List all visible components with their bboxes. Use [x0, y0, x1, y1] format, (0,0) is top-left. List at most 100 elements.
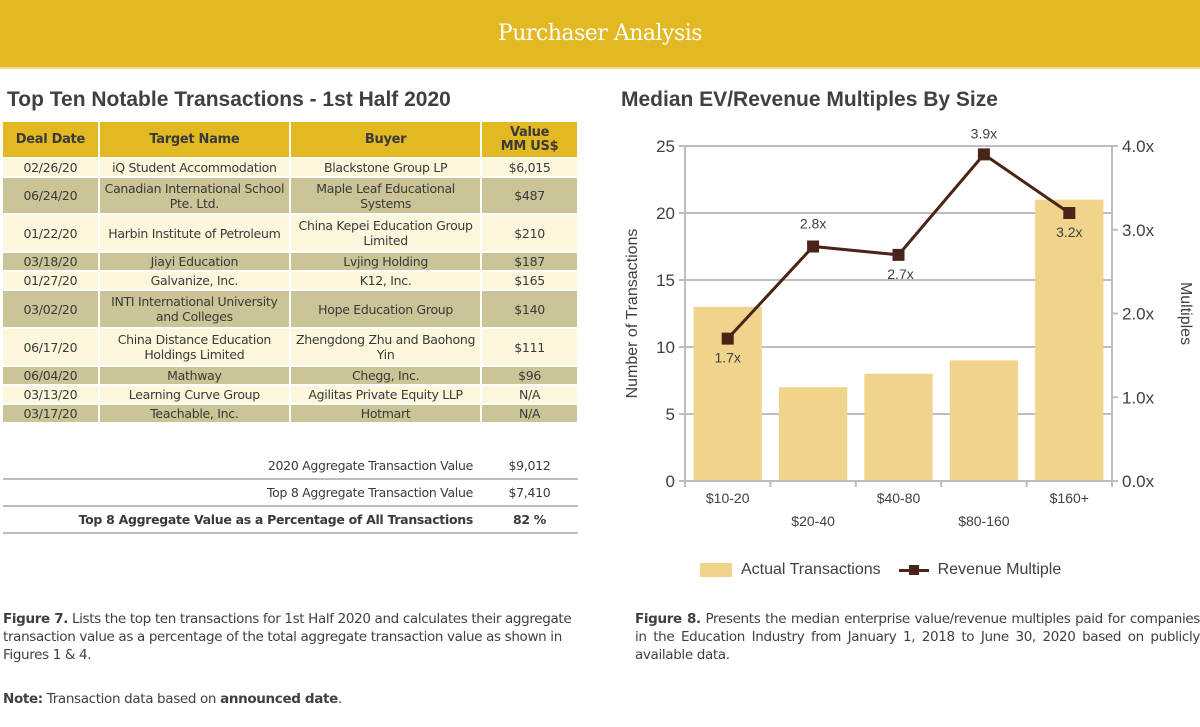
y-tick-label: 5 — [666, 405, 675, 424]
summary-value: $9,012 — [508, 458, 551, 473]
header-target-name: Target Name — [99, 122, 290, 157]
cell-value: $96 — [482, 367, 577, 384]
cell-buyer: Zhengdong Zhu and Baohong Yin — [291, 329, 481, 365]
bar-2 — [864, 373, 933, 481]
line-marker-3 — [977, 148, 990, 161]
y-tick-label: 15 — [656, 271, 675, 290]
data-label: 2.7x — [887, 266, 913, 282]
x-tick-label: $20-40 — [791, 513, 835, 529]
cell-deal-date: 03/02/20 — [3, 291, 98, 327]
cell-buyer: Hotmart — [291, 405, 481, 422]
note-caption: Note: Transaction data based on announce… — [3, 690, 583, 708]
x-tick-label: $10-20 — [706, 490, 750, 506]
cell-value: $6,015 — [482, 159, 577, 176]
figure-8-text: Presents the median enterprise value/rev… — [635, 611, 1200, 663]
x-tick-label: $160+ — [1050, 490, 1089, 506]
figure-7-text: Lists the top ten transactions for 1st H… — [3, 611, 572, 663]
header-buyer: Buyer — [291, 122, 481, 157]
cell-value: N/A — [482, 405, 577, 422]
y-tick-label: 0 — [666, 472, 675, 491]
legend-bar-label: Actual Transactions — [741, 561, 881, 578]
summary-value: 82 % — [512, 512, 547, 527]
cell-target-name: INTI International University and Colleg… — [99, 291, 290, 327]
summary-value: $7,410 — [508, 485, 551, 500]
summary-label: 2020 Aggregate Transaction Value — [267, 458, 473, 473]
multiples-chart: 0 5 10 15 20 25 0.0x 1.0x 2.0x 3.0x 4.0x $10-20 $20-… — [624, 125, 1194, 529]
summary-row: Top 8 Aggregate Value as a Percentage of… — [3, 507, 578, 534]
cell-deal-date: 03/13/20 — [3, 386, 98, 403]
cell-value: $210 — [482, 215, 577, 251]
summary-row: 2020 Aggregate Transaction Value $9,012 — [3, 453, 578, 480]
y-right-tick-label: 0.0x — [1122, 472, 1155, 491]
table-row: 06/24/20 Canadian International School Pt… — [3, 178, 577, 213]
header-value: Value MM US$ — [482, 122, 577, 157]
cell-target-name: Harbin Institute of Petroleum — [99, 215, 290, 251]
table-row: 03/18/20 Jiayi Education Lvjing Holding $18… — [3, 253, 577, 270]
cell-target-name: Canadian International School Pte. Ltd. — [99, 178, 290, 213]
cell-value: $487 — [482, 178, 577, 213]
revenue-multiple-line — [726, 152, 1071, 340]
table-row: 06/04/20 Mathway Chegg, Inc. $96 — [3, 367, 577, 384]
cell-buyer: Maple Leaf Educational Systems — [291, 178, 481, 213]
table-header-row: Deal Date Target Name Buyer Value MM US$ — [3, 122, 577, 157]
cell-value: N/A — [482, 386, 577, 403]
cell-target-name: iQ Student Accommodation — [99, 159, 290, 176]
cell-deal-date: 03/17/20 — [3, 405, 98, 422]
note-label: Note: — [3, 691, 43, 707]
y-tick-label: 10 — [656, 338, 675, 357]
cell-buyer: Hope Education Group — [291, 291, 481, 327]
y-axis-title: Number of Transactions — [624, 229, 641, 399]
summary-row: Top 8 Aggregate Transaction Value $7,410 — [3, 480, 578, 507]
y-right-tick-label: 1.0x — [1122, 388, 1155, 407]
summary-block: 2020 Aggregate Transaction Value $9,012 To… — [3, 453, 578, 534]
cell-target-name: Jiayi Education — [99, 253, 290, 270]
cell-buyer: Blackstone Group LP — [291, 159, 481, 176]
note-end: . — [337, 691, 342, 707]
cell-value: $111 — [482, 329, 577, 365]
data-label: 1.7x — [714, 350, 740, 366]
cell-target-name: Teachable, Inc. — [99, 405, 290, 422]
header-deal-date: Deal Date — [3, 122, 98, 157]
figure-7-label: Figure 7. — [3, 611, 69, 627]
note-text: Transaction data based on — [42, 691, 221, 707]
cell-target-name: Mathway — [99, 367, 290, 384]
bar-3 — [949, 360, 1019, 481]
figure-7-caption: Figure 7. Lists the top ten transactions… — [3, 610, 583, 664]
cell-buyer: Lvjing Holding — [291, 253, 481, 270]
data-label: 3.2x — [1056, 224, 1082, 240]
transactions-table: Deal Date Target Name Buyer Value MM US$… — [1, 120, 579, 424]
x-tick-label: $40-80 — [877, 490, 921, 506]
cell-buyer: K12, Inc. — [291, 272, 481, 289]
cell-value: $140 — [482, 291, 577, 327]
x-tick-label: $80-160 — [958, 513, 1010, 529]
bar-1 — [778, 387, 848, 481]
legend-line-swatch — [898, 563, 929, 577]
table-row: 06/17/20 China Distance Education Holding… — [3, 329, 577, 365]
y-right-tick-label: 2.0x — [1122, 305, 1155, 324]
y-right-tick-label: 3.0x — [1122, 221, 1155, 240]
cell-buyer: Chegg, Inc. — [291, 367, 481, 384]
table-row: 03/17/20 Teachable, Inc. Hotmart N/A — [3, 405, 577, 422]
cell-value: $165 — [482, 272, 577, 289]
summary-label: Top 8 Aggregate Transaction Value — [266, 485, 473, 500]
line-marker-2 — [892, 248, 905, 261]
table-row: 02/26/20 iQ Student Accommodation Blacksto… — [3, 159, 577, 176]
chart-legend: Actual Transactions Revenue Multiple — [700, 561, 1061, 579]
y-right-tick-label: 4.0x — [1122, 137, 1155, 156]
cell-deal-date: 03/18/20 — [3, 253, 98, 270]
cell-deal-date: 01/22/20 — [3, 215, 98, 251]
y-tick-label: 20 — [656, 204, 675, 223]
legend-line-label: Revenue Multiple — [937, 561, 1062, 578]
cell-target-name: China Distance Education Holdings Limite… — [99, 329, 290, 365]
cell-buyer: China Kepei Education Group Limited — [291, 215, 481, 251]
table-row: 01/22/20 Harbin Institute of Petroleum Chi… — [3, 215, 577, 251]
chart-title: Median EV/Revenue Multiples By Size — [621, 88, 998, 111]
data-label: 2.8x — [800, 216, 826, 232]
note-bold: announced date — [220, 691, 338, 707]
table-row: 03/13/20 Learning Curve Group Agilitas Pri… — [3, 386, 577, 403]
cell-target-name: Learning Curve Group — [99, 386, 290, 403]
cell-target-name: Galvanize, Inc. — [99, 272, 290, 289]
y-tick-label: 25 — [656, 137, 675, 156]
header-banner: Purchaser Analysis — [0, 0, 1200, 69]
bar-4 — [1035, 199, 1104, 481]
